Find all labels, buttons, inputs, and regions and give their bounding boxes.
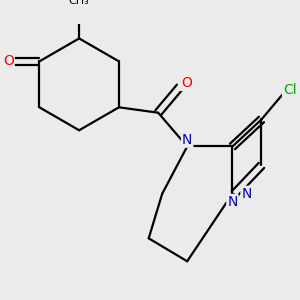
Text: O: O: [181, 76, 192, 90]
Text: N: N: [242, 187, 252, 201]
Text: CH₃: CH₃: [69, 0, 89, 6]
Text: N: N: [182, 133, 192, 147]
Text: Cl: Cl: [283, 83, 297, 97]
Text: N: N: [227, 195, 238, 209]
Text: O: O: [3, 54, 14, 68]
